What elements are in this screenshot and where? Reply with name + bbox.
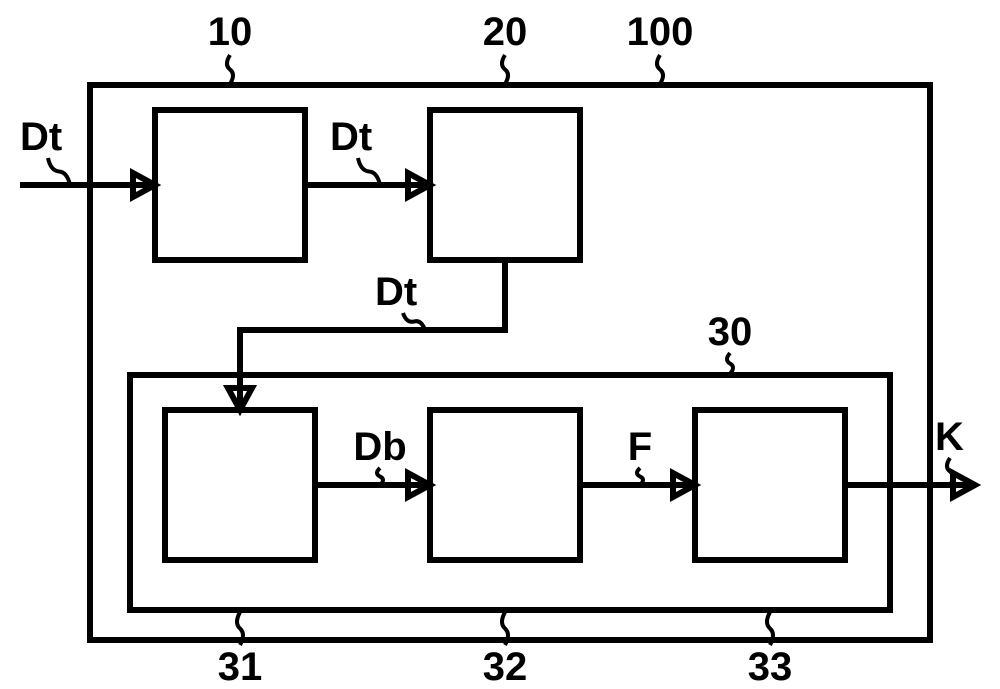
block-b10: [155, 110, 305, 260]
label-l100: 100: [627, 10, 694, 84]
label-text: 30: [708, 310, 753, 354]
label-text: 100: [627, 10, 694, 54]
leader-squiggle: [947, 458, 953, 485]
block-b31: [165, 410, 315, 560]
block-b32: [430, 410, 580, 560]
label-text: K: [935, 415, 964, 459]
leader-squiggle: [502, 55, 508, 84]
label-text: 31: [218, 645, 263, 689]
label-text: 32: [483, 645, 528, 689]
label-Dt1: Dt: [20, 115, 70, 185]
label-text: 10: [208, 10, 253, 54]
label-l10: 10: [208, 10, 253, 84]
label-text: F: [628, 425, 652, 469]
label-text: Dt: [375, 270, 417, 314]
label-text: 20: [483, 10, 528, 54]
block-b33: [695, 410, 845, 560]
label-text: Db: [353, 425, 406, 469]
label-text: Dt: [20, 115, 62, 159]
leader-squiggle: [657, 55, 663, 84]
leader-squiggle: [48, 158, 70, 185]
label-text: Dt: [330, 115, 372, 159]
block-b20: [430, 110, 580, 260]
label-text: 33: [748, 645, 793, 689]
leader-squiggle: [227, 55, 233, 84]
label-l20: 20: [483, 10, 528, 84]
